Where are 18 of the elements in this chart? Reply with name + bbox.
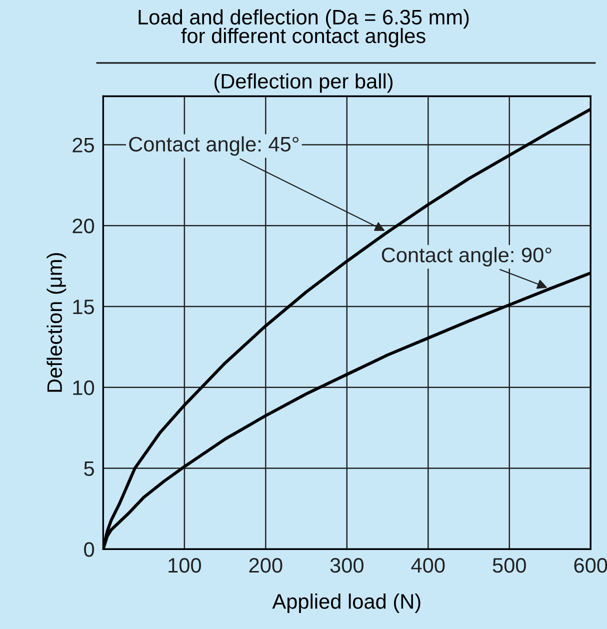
y-tick-label: 5 <box>84 461 94 476</box>
x-tick-label: 500 <box>492 558 526 573</box>
y-tick-label: 0 <box>84 542 94 557</box>
annotation: Contact angle: 90° <box>382 247 552 266</box>
x-axis-title: Applied load (N) <box>272 594 420 613</box>
chart-subtitle: (Deflection per ball) <box>214 73 393 93</box>
annotation: Contact angle: 45° <box>129 136 298 156</box>
y-tick-label: 10 <box>73 380 94 396</box>
x-tick-label: 300 <box>330 558 364 573</box>
chart-title: Load and deflection (Da = 6.35 mm) for different contact angles <box>138 9 469 48</box>
x-tick-label: 200 <box>249 558 282 573</box>
x-tick-label: 100 <box>168 558 201 573</box>
y-tick-label: 25 <box>72 138 94 153</box>
x-tick-label: 400 <box>411 558 445 573</box>
y-tick-label: 15 <box>73 300 94 314</box>
x-tick-label: 600 <box>574 558 607 573</box>
y-tick-label: 20 <box>72 218 94 234</box>
y-axis-title: Deflection (μm) <box>46 253 66 392</box>
